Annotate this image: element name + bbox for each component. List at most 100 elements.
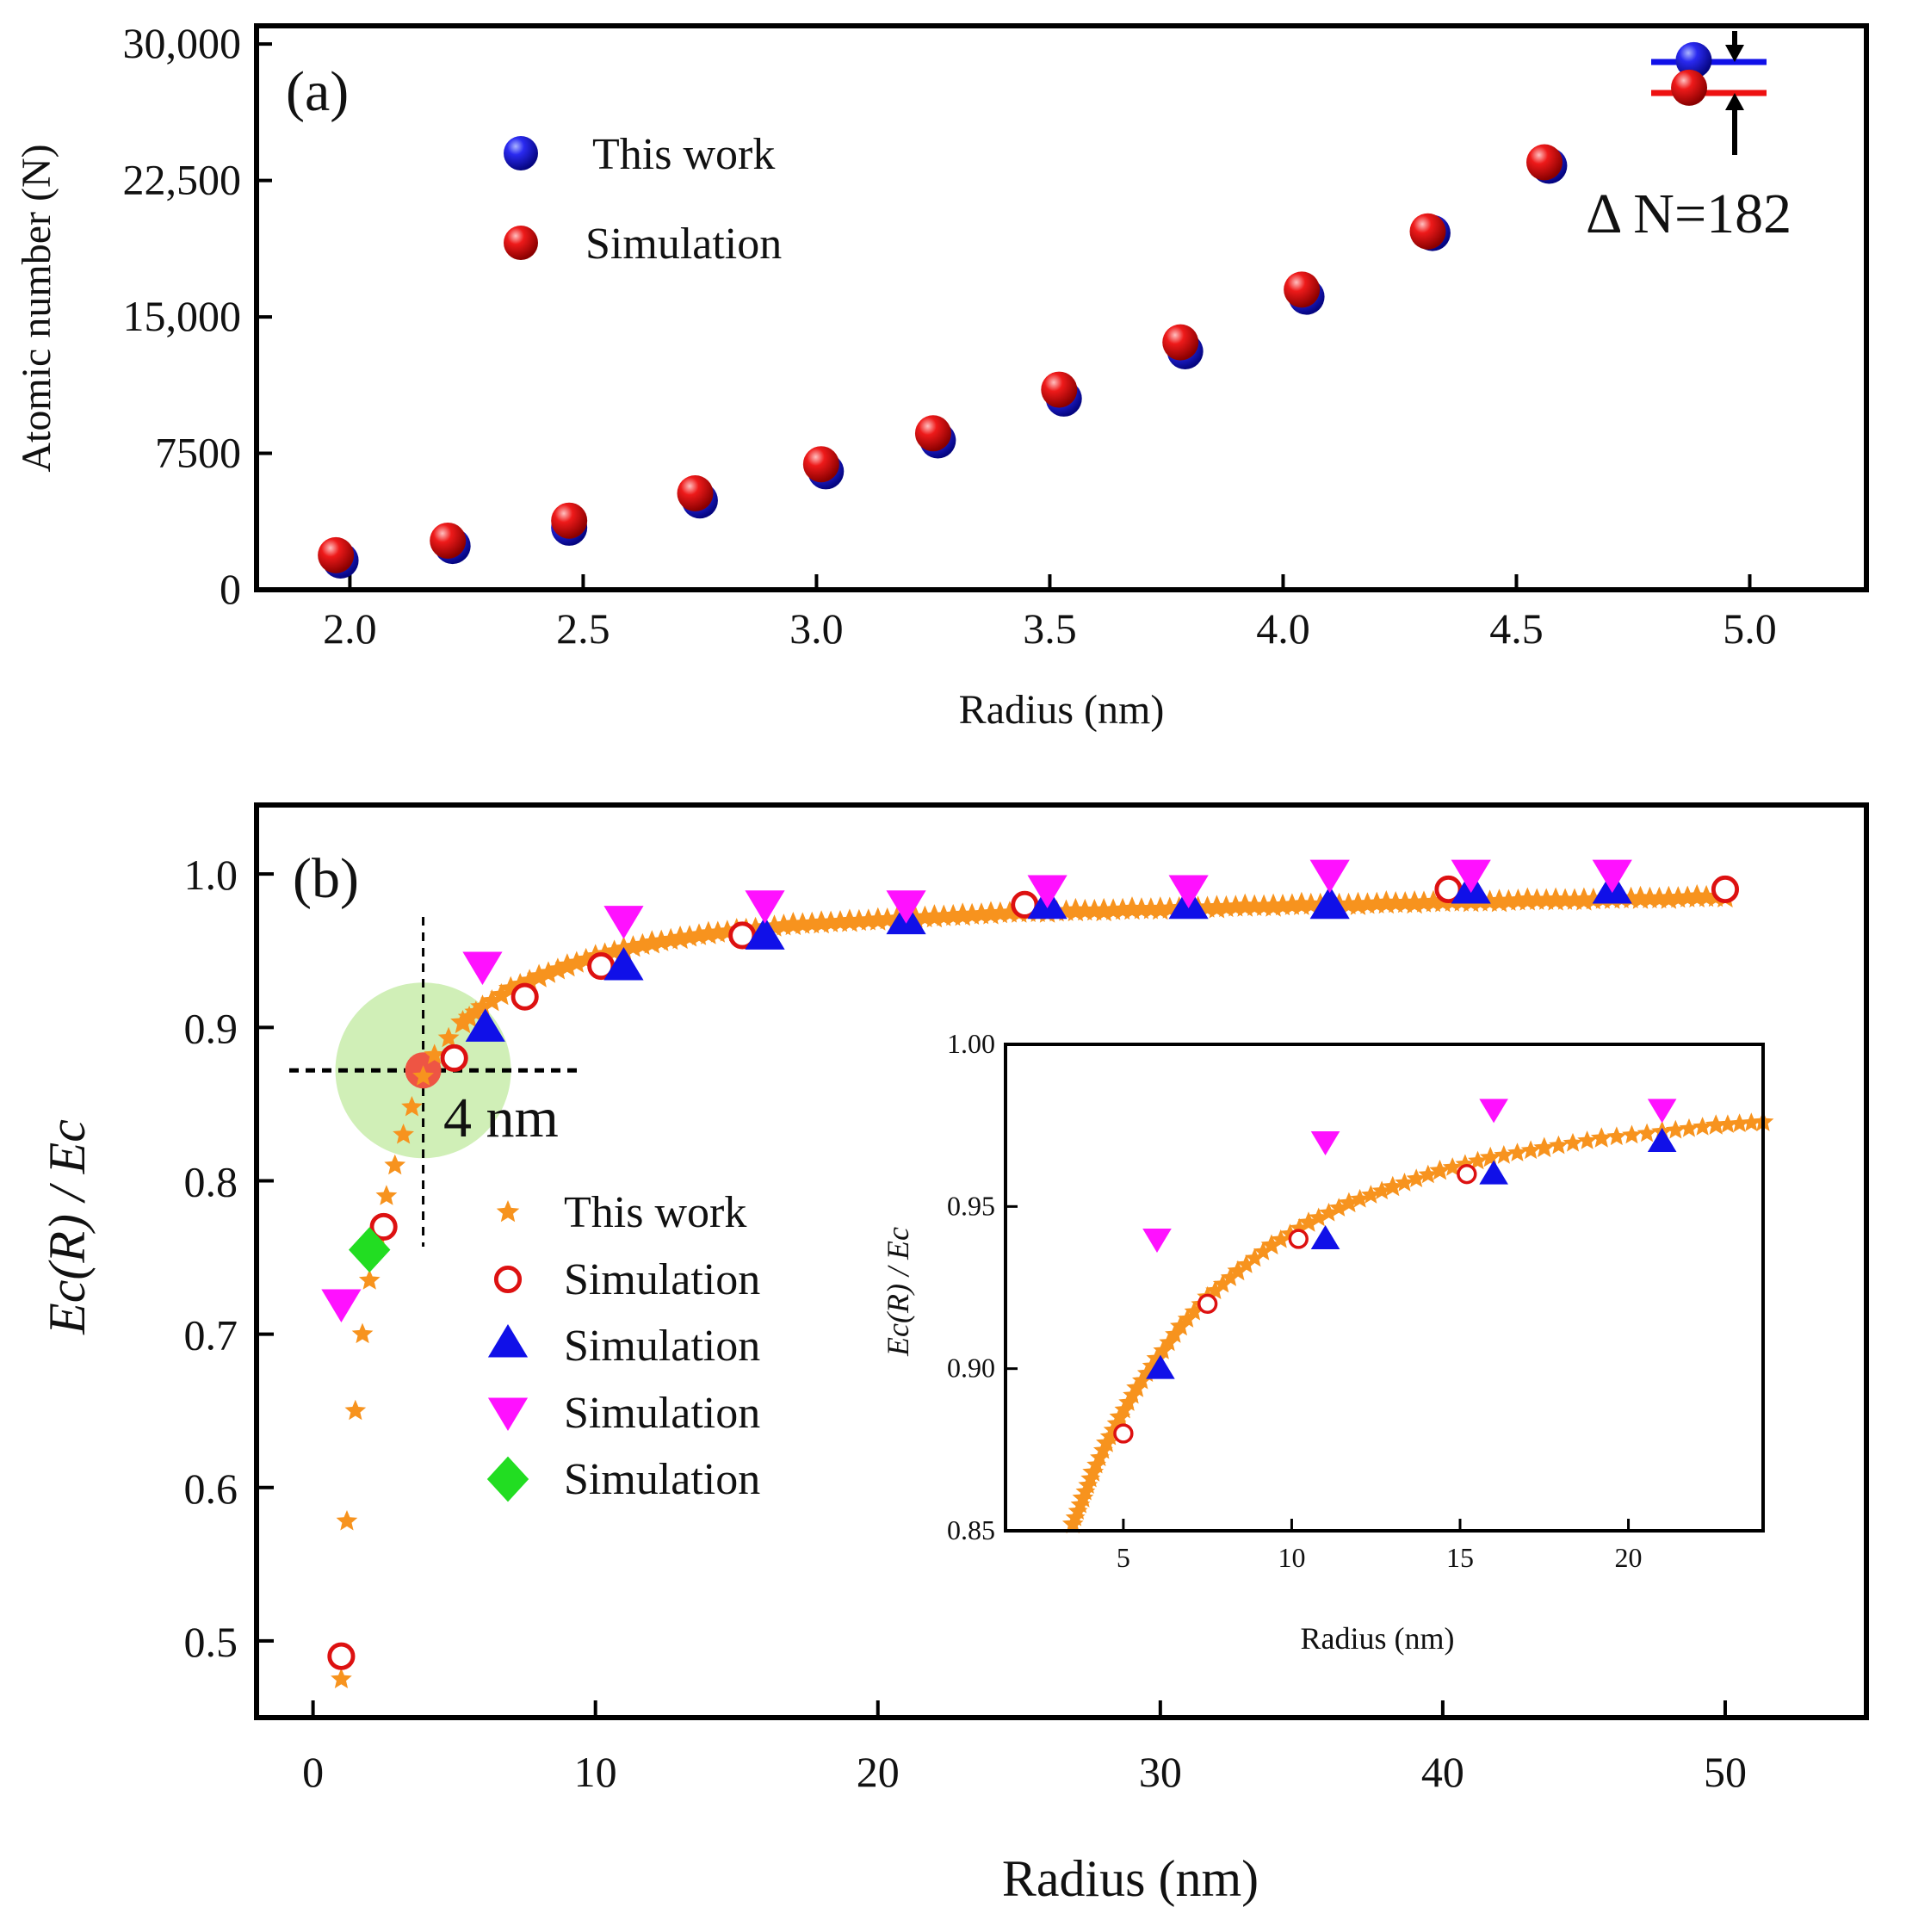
x-tick-label: 3.5	[1023, 604, 1077, 653]
inset-this-work-point	[1549, 1135, 1569, 1155]
inset-simulation-point	[1479, 1099, 1508, 1124]
inset-simulation-point	[1310, 1225, 1340, 1249]
inset-this-work-point	[1220, 1267, 1241, 1286]
inset-this-work-point	[1382, 1175, 1404, 1197]
delta-n-arrow-head-up	[1725, 93, 1744, 110]
inset-ticks: 5 10 15 20 0.85 0.90 0.95 1.00	[947, 1028, 1643, 1573]
this-work-point	[412, 1065, 434, 1086]
this-work-point	[401, 1096, 423, 1117]
inset-simulation-point	[1197, 1293, 1218, 1315]
legend-b-this-work: This work	[564, 1188, 746, 1237]
y-tick-label: 0.6	[184, 1464, 238, 1513]
x-tick-label: 10	[1278, 1542, 1305, 1573]
inset-this-work-point	[1297, 1211, 1320, 1232]
simulation-point	[1671, 69, 1708, 106]
legend-this-work-label: This work	[592, 130, 775, 179]
x-tick-label: 5.0	[1723, 604, 1777, 653]
inset-this-work-point	[1418, 1164, 1439, 1184]
x-tick-label: 4.0	[1256, 604, 1310, 653]
panel-a-marks	[318, 41, 1712, 579]
panel-a-x-label: Radius (nm)	[959, 687, 1165, 733]
x-tick-label: 5	[1117, 1542, 1130, 1573]
panel-b-ticks: 0 10 20 30 40 50 0.5 0.6 0.7 0.8 0.9 1.0	[184, 851, 1747, 1796]
this-work-point	[336, 1510, 358, 1531]
simulation-point	[1041, 371, 1078, 408]
panel-b-frame	[254, 802, 1869, 1720]
inset-this-work-point	[1153, 1341, 1173, 1359]
inset-this-work-point	[1468, 1150, 1488, 1170]
x-tick-label: 2.0	[323, 604, 377, 653]
simulation-point	[430, 522, 467, 559]
inset-this-work-point	[1590, 1127, 1612, 1148]
panel-b-legend: This work Simulation Simulation Simulati…	[486, 1188, 760, 1504]
inset-this-work-point	[1507, 1142, 1527, 1161]
simulation-point	[603, 906, 644, 939]
highlight-4nm	[289, 917, 581, 1247]
this-work-point	[480, 989, 504, 1012]
simulation-point	[349, 1227, 391, 1273]
inset-this-work-point	[1260, 1234, 1283, 1255]
inset-this-work-point	[1741, 1112, 1761, 1131]
simulation-point	[1526, 144, 1563, 181]
inset-marks	[1061, 1099, 1774, 1533]
simulation-point	[551, 502, 588, 539]
panel-b: 0 10 20 30 40 50 0.5 0.6 0.7 0.8 0.9 1.0 (b) Radius…	[39, 802, 1869, 1907]
panel-b-x-label: Radius (nm)	[1002, 1850, 1259, 1907]
inset-this-work-point	[1429, 1159, 1451, 1180]
inset-this-work-point	[1271, 1229, 1291, 1248]
inset-this-work-point	[1406, 1168, 1426, 1187]
panel-a: 2.0 2.5 3.0 3.5 4.0 4.5 5.0 0 7500 15,000 22,500 30…	[14, 19, 1869, 733]
inset-this-work-point	[1350, 1188, 1371, 1208]
inset-this-work-point	[1177, 1309, 1197, 1328]
legend-marker	[487, 1324, 529, 1358]
inset-this-work-point	[1494, 1145, 1514, 1164]
this-work-point	[358, 1269, 381, 1290]
inset-this-work-point	[1395, 1173, 1414, 1192]
x-tick-label: 10	[574, 1748, 617, 1796]
simulation-point	[369, 1212, 398, 1241]
simulation-point	[1284, 271, 1321, 308]
inset-this-work-point	[1328, 1198, 1349, 1217]
x-tick-label: 40	[1421, 1748, 1464, 1796]
simulation-point	[1168, 875, 1209, 908]
inset-this-work-point	[1520, 1140, 1541, 1160]
simulation-point	[1409, 213, 1446, 250]
inset-this-work-point	[1309, 1207, 1329, 1227]
legend-b-simulation-open-circle: Simulation	[564, 1255, 760, 1304]
x-tick-label: 15	[1446, 1542, 1474, 1573]
simulation-point	[886, 890, 926, 924]
inset-this-work-point	[1730, 1113, 1749, 1132]
delta-n-marker	[1651, 31, 1767, 155]
inset-this-work-point	[1170, 1315, 1191, 1336]
inset-simulation-point	[1146, 1354, 1175, 1379]
inset-y-label: Ec(R) / Ec	[881, 1227, 915, 1357]
simulation-point	[603, 947, 644, 981]
inset-this-work-point	[1227, 1260, 1249, 1281]
inset-this-work-point	[1717, 1114, 1738, 1133]
y-tick-label: 0.90	[947, 1353, 995, 1384]
y-tick-label: 0.7	[184, 1311, 238, 1359]
inset-frame	[1004, 1043, 1765, 1533]
simulation-point	[1162, 324, 1199, 361]
panel-b-marks	[321, 859, 1740, 1688]
inset-simulation-point	[1142, 1229, 1172, 1253]
inset-this-work-point	[1679, 1118, 1699, 1137]
inset-this-work-point	[1319, 1202, 1339, 1222]
inset-this-work-point	[1637, 1123, 1657, 1142]
y-tick-label: 0.5	[184, 1618, 238, 1666]
this-work-point	[437, 1026, 460, 1048]
y-tick-label: 0	[220, 565, 241, 613]
simulation-point	[745, 890, 785, 924]
simulation-point	[1027, 875, 1067, 908]
this-work-point	[554, 953, 580, 977]
inset-this-work-point	[1606, 1126, 1627, 1146]
panel-a-frame	[254, 23, 1869, 592]
panel-a-ticks: 2.0 2.5 3.0 3.5 4.0 4.5 5.0 0 7500 15,000 22,500 30…	[123, 19, 1777, 653]
x-tick-label: 20	[1615, 1542, 1643, 1573]
inset-this-work-point	[1563, 1132, 1583, 1152]
inset-this-work-point	[1253, 1242, 1273, 1260]
delta-n-annotation: Δ N=182	[1586, 183, 1792, 245]
y-tick-label: 0.85	[947, 1514, 995, 1545]
legend-this-work-marker	[504, 136, 538, 170]
